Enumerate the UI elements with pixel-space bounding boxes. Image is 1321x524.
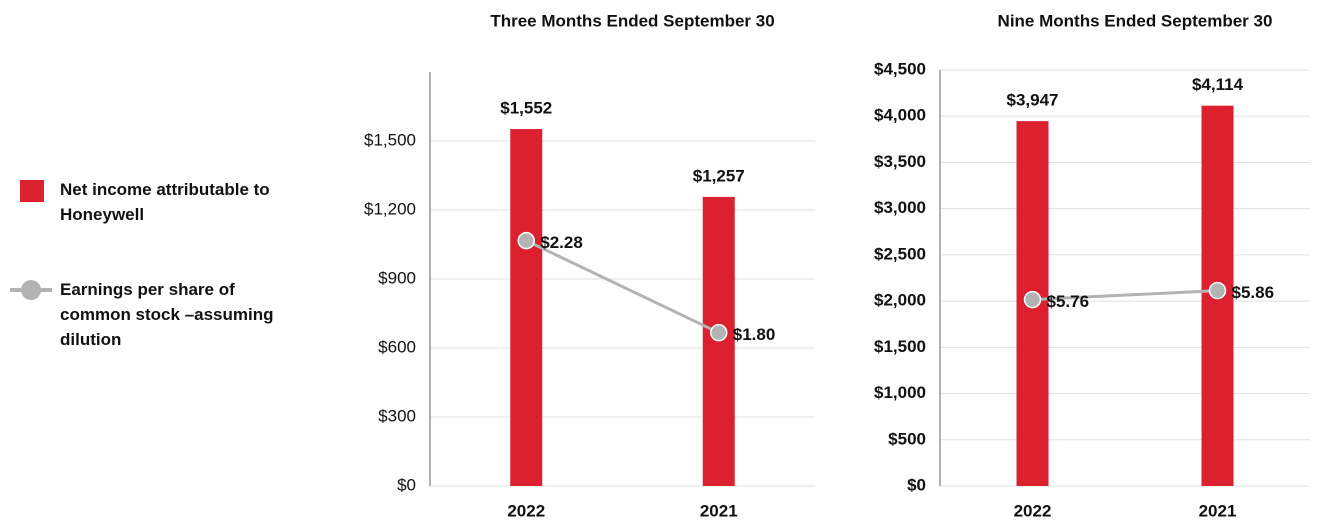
y-tick-label: $4,500 (874, 59, 926, 78)
y-tick-label: $1,200 (364, 199, 416, 218)
bar (510, 129, 543, 487)
line-value-label: $2.28 (540, 233, 583, 252)
bar-value-label: $3,947 (1007, 91, 1059, 110)
line-marker (517, 231, 535, 250)
y-tick-label: $2,500 (874, 244, 926, 263)
chart-title: Three Months Ended September 30 (490, 11, 774, 30)
line-value-label: $1.80 (733, 325, 776, 344)
y-tick-label: $3,500 (874, 152, 926, 171)
line-value-label: $5.76 (1047, 292, 1090, 311)
y-tick-label: $600 (378, 337, 416, 356)
x-tick-label: 2021 (1199, 501, 1237, 520)
bar-value-label: $4,114 (1192, 75, 1244, 94)
y-tick-label: $1,500 (364, 130, 416, 149)
line-value-label: $5.86 (1232, 283, 1275, 302)
x-tick-label: 2022 (1014, 501, 1052, 520)
y-tick-label: $0 (397, 475, 416, 494)
y-tick-label: $3,000 (874, 198, 926, 217)
legend-label: Net income attributable to Honeywell (60, 180, 270, 224)
x-tick-label: 2022 (507, 501, 545, 520)
line (1032, 289, 1218, 302)
line-marker (1208, 281, 1227, 300)
line (525, 239, 720, 335)
line-marker (710, 323, 728, 342)
bar-value-label: $1,257 (693, 166, 745, 185)
x-tick-label: 2021 (700, 501, 738, 520)
y-tick-label: $500 (888, 429, 926, 448)
y-tick-label: $900 (378, 268, 416, 287)
chart-title: Nine Months Ended September 30 (998, 11, 1273, 30)
y-tick-label: $0 (907, 475, 926, 494)
y-tick-label: $2,000 (874, 291, 926, 310)
legend-swatch-bar (20, 180, 44, 202)
y-tick-label: $4,000 (874, 106, 926, 125)
bar-value-label: $1,552 (500, 99, 552, 118)
y-tick-label: $1,000 (874, 383, 926, 402)
legend-label: Earnings per share of common stock –assu… (60, 280, 274, 349)
bar (702, 196, 735, 486)
line-marker (1023, 290, 1042, 309)
y-tick-label: $300 (378, 406, 416, 425)
legend-swatch-marker (21, 280, 41, 300)
y-tick-label: $1,500 (874, 337, 926, 356)
